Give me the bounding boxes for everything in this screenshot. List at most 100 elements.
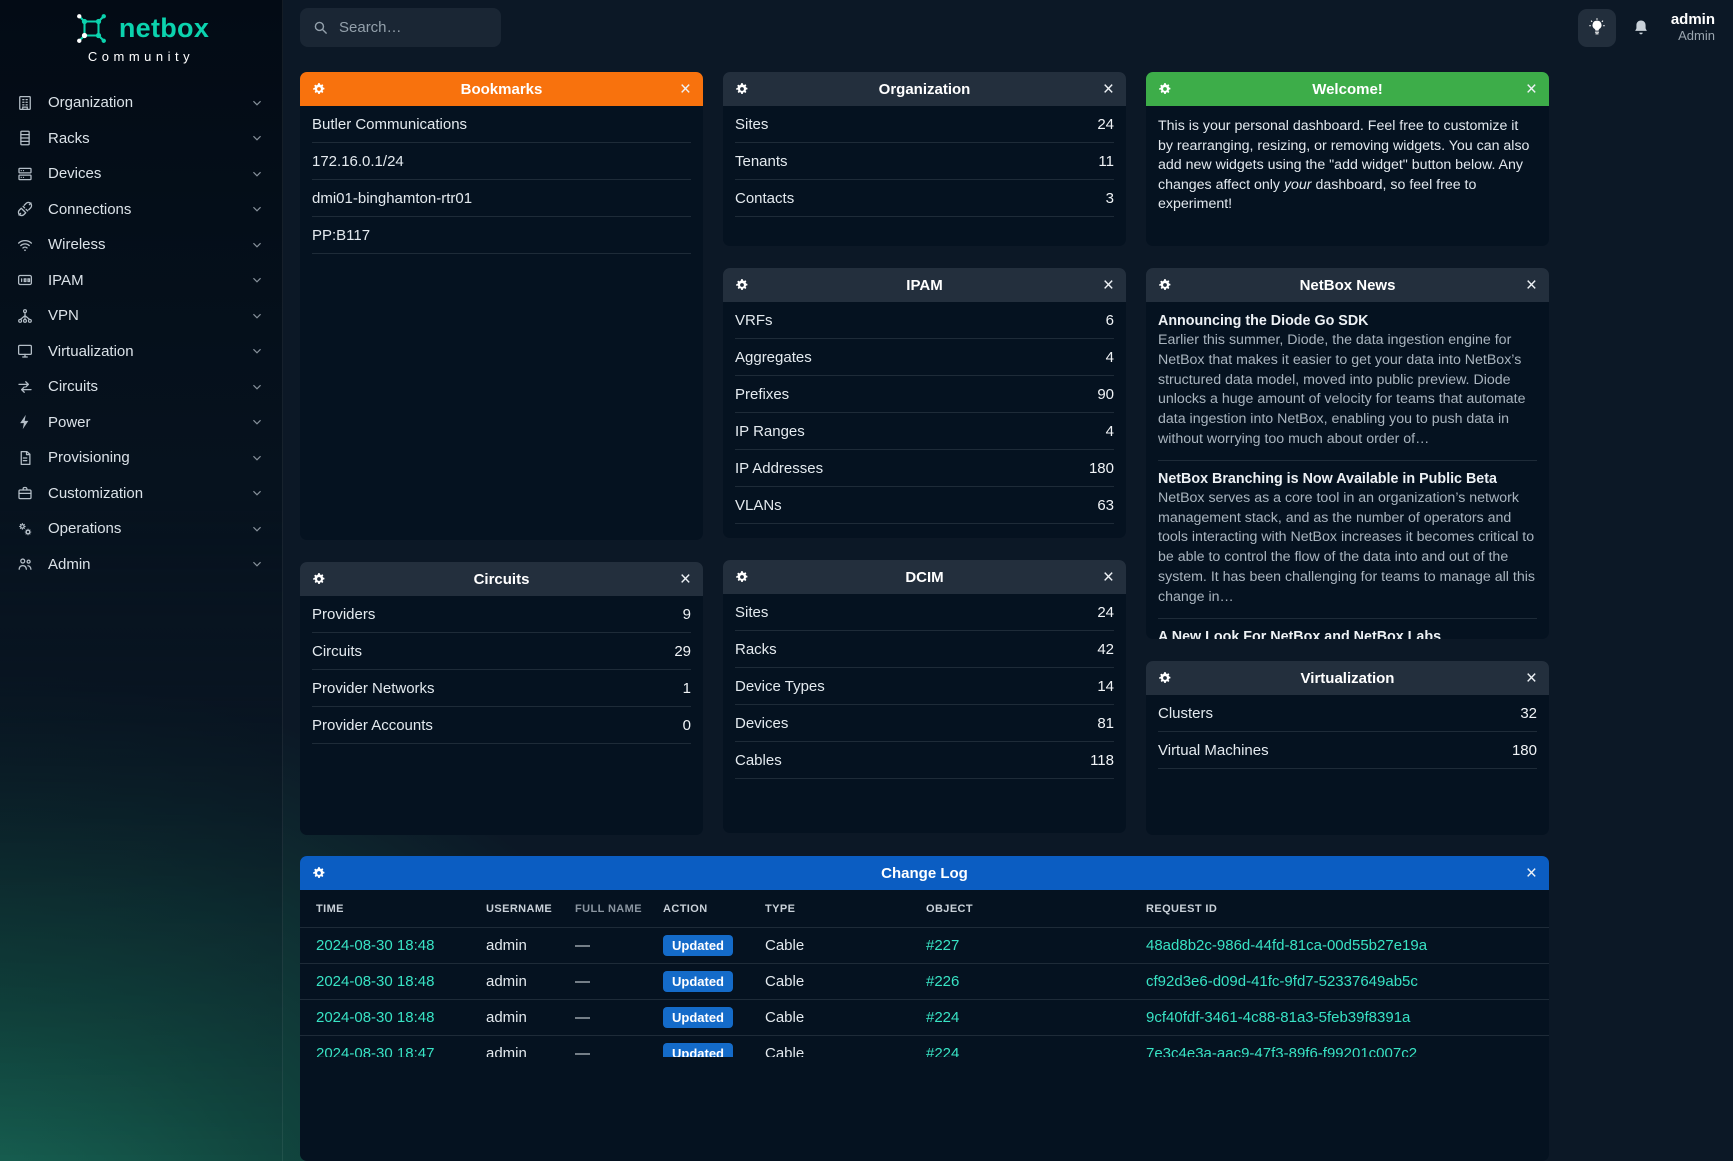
gear-icon[interactable] xyxy=(312,82,326,96)
count-row: Contacts 3 xyxy=(735,180,1114,217)
action-badge: Updated xyxy=(663,935,733,956)
organization-widget: Organization × Sites 24 Tenants 11 Contact… xyxy=(723,72,1126,246)
brand-name: netbox xyxy=(118,13,210,43)
close-icon[interactable]: × xyxy=(1525,274,1537,296)
notifications-button[interactable] xyxy=(1631,18,1651,38)
chevron-down-icon xyxy=(250,309,264,323)
changelog-type: Cable xyxy=(765,1045,805,1057)
count-row: Prefixes 90 xyxy=(735,376,1114,413)
sidebar-item-connections[interactable]: Connections xyxy=(0,192,282,228)
changelog-request-id-link[interactable]: cf92d3e6-d09d-41fc-9fd7-52337649ab5c xyxy=(1146,973,1418,990)
count-row: Device Types 14 xyxy=(735,668,1114,705)
sidebar-item-power[interactable]: Power xyxy=(0,405,282,441)
count-row: VRFs 6 xyxy=(735,302,1114,339)
news-headline[interactable]: NetBox Branching is Now Available in Pub… xyxy=(1158,470,1497,487)
sidebar-item-circuits[interactable]: Circuits xyxy=(0,369,282,405)
chevron-down-icon xyxy=(250,380,264,394)
close-icon[interactable]: × xyxy=(679,568,691,590)
changelog-time-link[interactable]: 2024-08-30 18:47 xyxy=(316,1045,435,1057)
close-icon[interactable]: × xyxy=(1525,78,1537,100)
changelog-request-id-link[interactable]: 48ad8b2c-986d-44fd-81ca-00d55b27e19a xyxy=(1146,937,1428,954)
count-row: IP Ranges 4 xyxy=(735,413,1114,450)
changelog-request-id-link[interactable]: 7e3c4e3a-aac9-47f3-89f6-f99201c007c2 xyxy=(1146,1045,1418,1057)
wifi-icon xyxy=(16,236,34,254)
widget-title: Organization xyxy=(878,80,971,98)
bookmark-item[interactable]: PP:B117 xyxy=(312,217,691,254)
change-log-rows: 2024-08-30 18:48 admin — Updated Cable #… xyxy=(300,927,1549,1057)
netbox-news-widget: NetBox News × Announcing the Diode Go SD… xyxy=(1146,268,1549,639)
count-row: Circuits 29 xyxy=(312,633,691,670)
news-headline[interactable]: A New Look For NetBox and NetBox Labs xyxy=(1158,628,1442,639)
sidebar-item-label: Operations xyxy=(48,520,122,538)
close-icon[interactable]: × xyxy=(1525,862,1537,884)
chevron-down-icon xyxy=(250,557,264,571)
brand-logo[interactable]: netbox Community xyxy=(0,0,282,64)
sidebar-item-organization[interactable]: Organization xyxy=(0,85,282,121)
search-icon xyxy=(312,19,329,36)
bookmark-item[interactable]: dmi01-binghamton-rtr01 xyxy=(312,180,691,217)
close-icon[interactable]: × xyxy=(1102,274,1114,296)
search-box[interactable] xyxy=(300,8,538,47)
news-headline[interactable]: Announcing the Diode Go SDK xyxy=(1158,313,1369,329)
sidebar-item-ipam[interactable]: IPAM xyxy=(0,263,282,299)
count-row: Aggregates 4 xyxy=(735,339,1114,376)
dashboard: Bookmarks × Butler Communications 172.16… xyxy=(283,55,1733,1161)
gear-icon[interactable] xyxy=(1158,278,1172,292)
changelog-time-link[interactable]: 2024-08-30 18:48 xyxy=(316,973,435,990)
user-menu[interactable]: admin Admin xyxy=(1671,11,1715,44)
lightbulb-icon xyxy=(1587,17,1607,38)
close-icon[interactable]: × xyxy=(1525,667,1537,689)
chevron-down-icon xyxy=(250,451,264,465)
theme-toggle-button[interactable] xyxy=(1577,8,1616,47)
search-input[interactable] xyxy=(339,19,538,36)
changelog-time-link[interactable]: 2024-08-30 18:48 xyxy=(316,1009,435,1026)
divider xyxy=(1158,459,1537,461)
gear-icon[interactable] xyxy=(735,278,749,292)
gear-icon[interactable] xyxy=(1158,671,1172,685)
changelog-username: admin xyxy=(486,1045,527,1057)
count-row: Provider Accounts 0 xyxy=(312,707,691,744)
sidebar-item-customization[interactable]: Customization xyxy=(0,476,282,512)
gear-icon[interactable] xyxy=(1158,82,1172,96)
sidebar-item-wireless[interactable]: Wireless xyxy=(0,227,282,263)
circuits-widget: Circuits × Providers 9 Circuits 29 Provide… xyxy=(300,562,703,835)
changelog-time-link[interactable]: 2024-08-30 18:48 xyxy=(316,937,435,954)
gear-icon[interactable] xyxy=(312,572,326,586)
sidebar-item-devices[interactable]: Devices xyxy=(0,156,282,192)
sidebar-item-virtualization[interactable]: Virtualization xyxy=(0,334,282,370)
sidebar-item-racks[interactable]: Racks xyxy=(0,121,282,157)
changelog-username: admin xyxy=(486,973,527,990)
bookmark-item[interactable]: 172.16.0.1/24 xyxy=(312,143,691,180)
sidebar-item-operations[interactable]: Operations xyxy=(0,511,282,547)
gear-icon[interactable] xyxy=(735,82,749,96)
ip-counter-icon xyxy=(16,271,34,289)
changelog-request-id-link[interactable]: 9cf40fdf-3461-4c88-81a3-5feb39f8391a xyxy=(1146,1009,1411,1026)
changelog-object-link[interactable]: #227 xyxy=(926,937,960,954)
chevron-down-icon xyxy=(250,486,264,500)
changelog-type: Cable xyxy=(765,1009,805,1026)
building-icon xyxy=(16,94,34,112)
divider xyxy=(1158,617,1537,619)
sidebar-item-admin[interactable]: Admin xyxy=(0,547,282,583)
bookmark-item[interactable]: Butler Communications xyxy=(312,106,691,143)
changelog-object-link[interactable]: #224 xyxy=(926,1009,960,1026)
close-icon[interactable]: × xyxy=(1102,566,1114,588)
column-header: USERNAME xyxy=(486,902,553,915)
table-row: 2024-08-30 18:48 admin — Updated Cable #… xyxy=(300,963,1549,999)
changelog-object-link[interactable]: #224 xyxy=(926,1045,960,1057)
gear-icon[interactable] xyxy=(735,570,749,584)
sidebar-item-provisioning[interactable]: Provisioning xyxy=(0,440,282,476)
sidebar-item-label: Admin xyxy=(48,555,91,573)
sidebar-item-label: Provisioning xyxy=(48,449,130,467)
sidebar-item-label: IPAM xyxy=(48,271,84,289)
count-row: Sites 24 xyxy=(735,594,1114,631)
chevron-down-icon xyxy=(250,273,264,287)
changelog-object-link[interactable]: #226 xyxy=(926,973,960,990)
close-icon[interactable]: × xyxy=(679,78,691,100)
sidebar-item-vpn[interactable]: VPN xyxy=(0,298,282,334)
close-icon[interactable]: × xyxy=(1102,78,1114,100)
user-role: Admin xyxy=(1678,28,1715,43)
server-icon xyxy=(16,165,34,183)
dashboard-column-2: Organization × Sites 24 Tenants 11 Contact… xyxy=(723,72,1126,835)
gear-icon[interactable] xyxy=(312,866,326,880)
